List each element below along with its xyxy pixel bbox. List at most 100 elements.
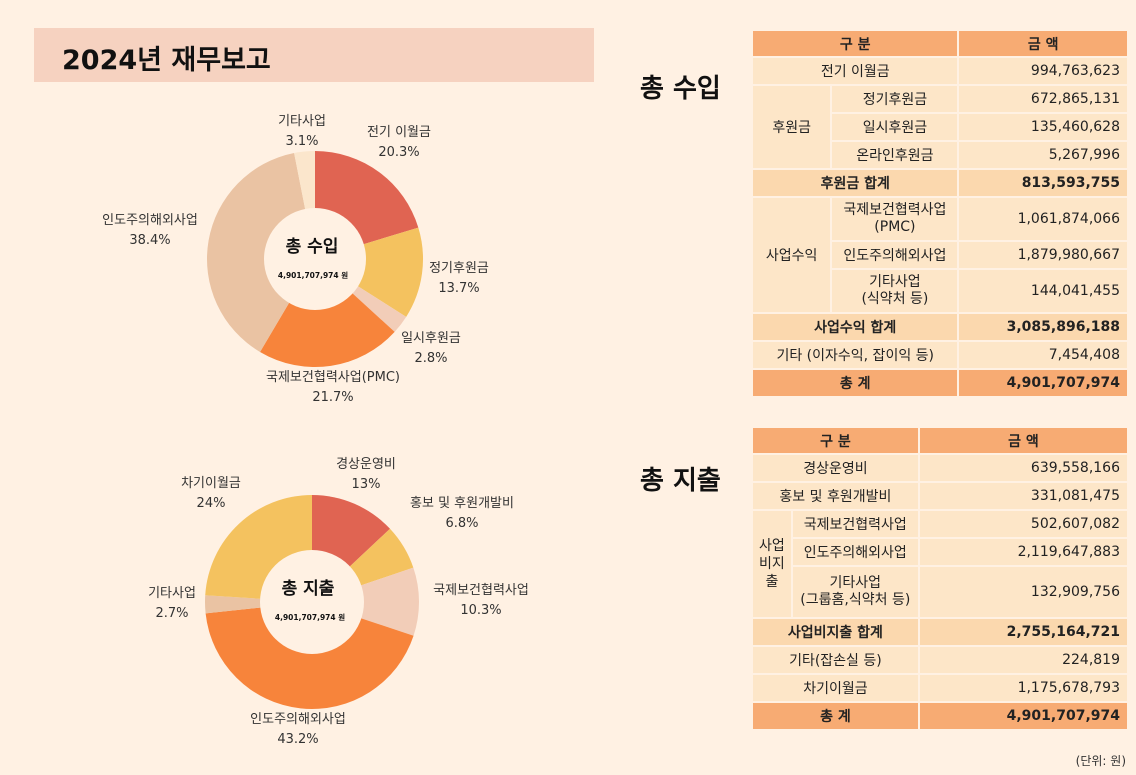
row-label: 차기이월금: [751, 673, 920, 703]
table-header-row: 구 분 금 액: [750, 29, 1129, 58]
group-label-donation: 후원금: [750, 84, 833, 170]
table-header-row: 구 분 금 액: [751, 426, 1130, 455]
row-amount: 3,085,896,188: [957, 312, 1129, 342]
total-row: 총 계 4,901,707,974: [750, 368, 1129, 398]
expense-label-other-biz: 기타사업 2.7%: [136, 584, 208, 624]
label-pct: 38.4%: [129, 233, 171, 248]
expense-donut-chart: 총 지출 4,901,707,974 원: [205, 495, 419, 709]
label-pct: 3.1%: [285, 134, 319, 149]
subtotal-row: 사업비지출 합계 2,755,164,721: [751, 617, 1130, 647]
label-name: 홍보 및 후원개발비: [410, 496, 514, 511]
row-label: 총 계: [751, 701, 920, 731]
row-amount: 4,901,707,974: [957, 368, 1129, 398]
income-section-label: 총 수입: [640, 74, 721, 104]
table-row: 일시후원금 135,460,628: [752, 112, 1129, 142]
subtotal-row: 사업수익 합계 3,085,896,188: [750, 312, 1129, 342]
expense-label-pr: 홍보 및 후원개발비 6.8%: [392, 494, 532, 534]
row-amount: 135,460,628: [957, 112, 1129, 142]
income-table: 구 분 금 액 전기 이월금 994,763,623 후원금 정기후원금 672…: [750, 29, 1129, 398]
row-label: 기타사업 (그룹홈,식약처 등): [790, 565, 920, 619]
expense-label-operating: 경상운영비 13%: [320, 455, 412, 495]
income-label-regular: 정기후원금 13.7%: [415, 259, 503, 299]
row-label: 일시후원금: [830, 112, 960, 142]
row-label: 전기 이월금: [750, 56, 960, 86]
row-amount: 1,879,980,667: [957, 240, 1129, 270]
label-name: 인도주의해외사업: [250, 712, 346, 727]
row-label: 사업비지출 합계: [751, 617, 920, 647]
label-pct: 6.8%: [445, 516, 479, 531]
row-label: 인도주의해외사업: [790, 537, 920, 567]
income-label-overseas: 인도주의해외사업 38.4%: [80, 211, 220, 251]
row-label: 총 계: [750, 368, 960, 398]
expense-slice-4: [205, 595, 312, 614]
row-label: 경상운영비: [751, 453, 920, 483]
row-amount: 331,081,475: [917, 481, 1130, 511]
label-name: 기타사업: [278, 114, 326, 129]
page-title: 2024년 재무보고: [62, 45, 271, 76]
label-pct: 2.7%: [155, 606, 189, 621]
label-name: 기타사업: [148, 586, 196, 601]
table-row: 기타사업 (식약처 등) 144,041,455: [752, 268, 1129, 314]
table-row: 홍보 및 후원개발비 331,081,475: [751, 481, 1130, 511]
expense-label-overseas: 인도주의해외사업 43.2%: [230, 710, 366, 750]
expense-slice-3: [205, 602, 414, 709]
label-name: 경상운영비: [336, 457, 396, 472]
row-label: 인도주의해외사업: [830, 240, 960, 270]
row-amount: 502,607,082: [917, 509, 1130, 539]
label-name: 전기 이월금: [367, 125, 431, 140]
row-amount: 224,819: [917, 645, 1130, 675]
donut-hole: [264, 208, 366, 310]
expense-section-label: 총 지출: [640, 466, 721, 496]
row-amount: 132,909,756: [917, 565, 1130, 619]
header-category: 구 분: [750, 29, 960, 58]
row-label: 온라인후원금: [830, 140, 960, 170]
row-label: 기타사업 (식약처 등): [830, 268, 960, 314]
expense-label-intl: 국제보건협력사업 10.3%: [420, 581, 542, 621]
row-amount: 7,454,408: [957, 340, 1129, 370]
table-row: 기타사업 (그룹홈,식약처 등) 132,909,756: [752, 565, 1130, 619]
label-pct: 43.2%: [277, 732, 319, 747]
row-label: 국제보건협력사업: [790, 509, 920, 539]
row-amount: 1,175,678,793: [917, 673, 1130, 703]
header-amount: 금 액: [957, 29, 1129, 58]
expense-donut-center-title: 총 지출: [282, 579, 335, 599]
expense-table: 구 분 금 액 경상운영비 639,558,166 홍보 및 후원개발비 331…: [751, 426, 1130, 731]
label-pct: 21.7%: [312, 390, 354, 405]
row-amount: 1,061,874,066: [957, 196, 1129, 242]
header-category: 구 분: [751, 426, 920, 455]
label-name: 인도주의해외사업: [102, 213, 198, 228]
expense-slice-2: [312, 567, 419, 636]
subtotal-row: 후원금 합계 813,593,755: [750, 168, 1129, 198]
income-donut-chart: 총 수입 4,901,707,974 원: [207, 151, 423, 367]
row-label: 기타 (이자수익, 잡이익 등): [750, 340, 960, 370]
row-amount: 4,901,707,974: [917, 701, 1130, 731]
table-row: 기타 (이자수익, 잡이익 등) 7,454,408: [750, 340, 1129, 370]
title-banner: 2024년 재무보고: [34, 28, 594, 82]
label-pct: 2.8%: [414, 351, 448, 366]
row-amount: 994,763,623: [957, 56, 1129, 86]
expense-label-next-carryover: 차기이월금 24%: [166, 474, 256, 514]
table-row: 인도주의해외사업 1,879,980,667: [752, 240, 1129, 270]
income-label-prev-carryover: 전기 이월금 20.3%: [354, 123, 444, 163]
label-name: 국제보건협력사업(PMC): [266, 370, 400, 385]
table-row: 온라인후원금 5,267,996: [752, 140, 1129, 170]
row-label: 정기후원금: [830, 84, 960, 114]
table-row: 사업 비지 출 국제보건협력사업 502,607,082: [751, 509, 1130, 619]
label-pct: 13%: [351, 477, 381, 492]
label-pct: 13.7%: [438, 281, 480, 296]
label-name: 차기이월금: [181, 476, 241, 491]
row-label: 기타(잡손실 등): [751, 645, 920, 675]
income-label-pmc: 국제보건협력사업(PMC) 21.7%: [240, 368, 426, 408]
income-donut-center-title: 총 수입: [286, 237, 339, 257]
label-pct: 20.3%: [378, 145, 420, 160]
row-amount: 813,593,755: [957, 168, 1129, 198]
income-label-onetime: 일시후원금 2.8%: [386, 329, 476, 369]
donut-hole: [260, 550, 364, 654]
label-pct: 24%: [196, 496, 226, 511]
row-amount: 2,755,164,721: [917, 617, 1130, 647]
table-row: 후원금 정기후원금 672,865,131: [750, 84, 1129, 170]
unit-note: (단위: 원): [1075, 754, 1126, 768]
row-amount: 5,267,996: [957, 140, 1129, 170]
row-amount: 2,119,647,883: [917, 537, 1130, 567]
income-slice-3: [260, 259, 395, 367]
